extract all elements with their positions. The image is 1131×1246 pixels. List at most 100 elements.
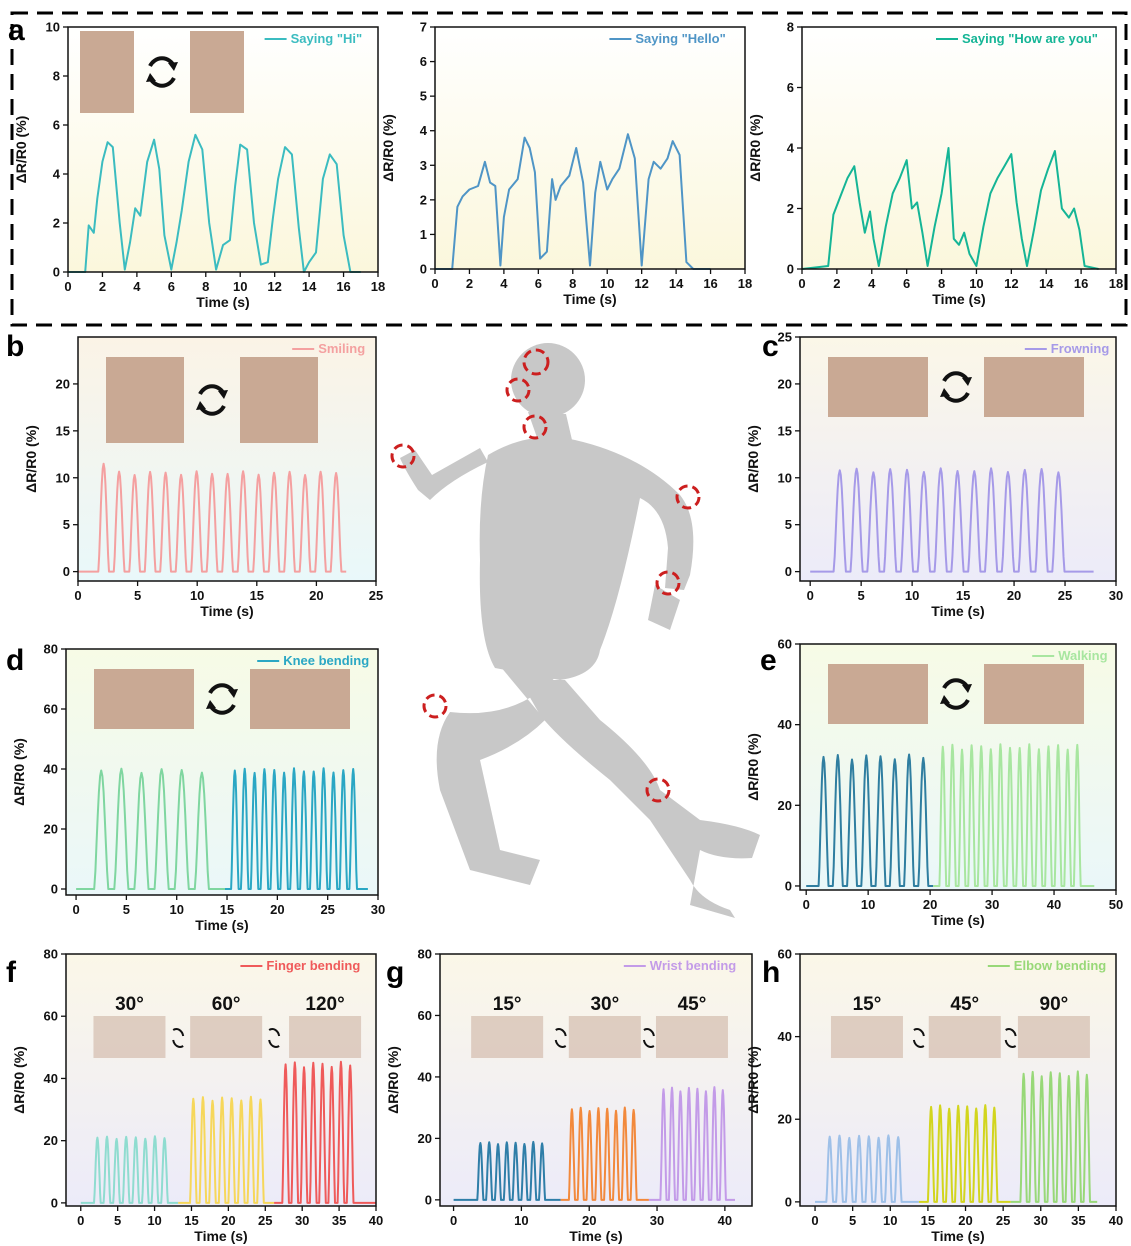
inset-photo xyxy=(289,1016,362,1058)
cycle-arrow-icon xyxy=(172,1028,185,1048)
x-tick-label: 30 xyxy=(650,1213,664,1228)
x-tick-label: 6 xyxy=(168,279,175,294)
y-axis-label: ΔR/R0 (%) xyxy=(13,116,29,184)
y-tick-label: 60 xyxy=(44,702,58,717)
y-tick-label: 20 xyxy=(778,376,792,391)
series-line-1 xyxy=(560,1106,649,1201)
y-tick-label: 6 xyxy=(787,80,794,95)
y-axis-label: ΔR/R0 (%) xyxy=(745,1046,761,1114)
cycle-arrow-icon xyxy=(1004,1028,1017,1048)
y-tick-label: 60 xyxy=(778,947,792,962)
angle-label: 30° xyxy=(590,994,619,1015)
marker-knee xyxy=(422,693,448,719)
y-tick-label: 4 xyxy=(420,123,428,138)
running-person-silhouette-icon xyxy=(400,343,760,918)
y-tick-label: 4 xyxy=(53,167,61,182)
panel-label-f: f xyxy=(6,956,17,989)
x-axis-label: Time (s) xyxy=(194,1228,247,1244)
y-tick-label: 0 xyxy=(51,882,58,897)
x-tick-label: 40 xyxy=(1109,1213,1123,1228)
axes-frame xyxy=(67,26,379,273)
marker-wrist xyxy=(655,570,681,596)
y-tick-label: 7 xyxy=(420,20,427,35)
x-axis-label: Time (s) xyxy=(569,1228,622,1244)
x-tick-label: 20 xyxy=(221,1213,235,1228)
y-axis-label: ΔR/R0 (%) xyxy=(23,425,39,493)
series-line-0 xyxy=(801,147,1099,270)
y-tick-label: 5 xyxy=(420,89,427,104)
inset-photo-after xyxy=(984,357,1084,417)
y-tick-label: 0 xyxy=(51,1195,58,1210)
cycle-arrow-icon xyxy=(554,1028,567,1048)
y-tick-label: 3 xyxy=(420,158,427,173)
inset-photo-before xyxy=(828,664,928,724)
x-tick-label: 0 xyxy=(803,897,810,912)
y-tick-label: 0 xyxy=(53,265,60,280)
y-tick-label: 10 xyxy=(46,20,60,35)
panel-label-e: e xyxy=(760,644,777,677)
panel-label-b: b xyxy=(6,330,24,363)
plot-area xyxy=(435,27,745,269)
chart-h: 0 5 10 15 20 25 30 35 40 0 20 40 60 Time (s) ΔR/R0 (%)… xyxy=(745,947,1123,1245)
y-tick-label: 20 xyxy=(44,822,58,837)
inset-photo-before xyxy=(94,669,194,729)
series-line-1 xyxy=(178,1095,275,1204)
inset-photo-before xyxy=(106,357,184,443)
x-axis-label: Time (s) xyxy=(563,291,616,307)
y-axis-label: ΔR/R0 (%) xyxy=(385,1046,401,1114)
marker-finger xyxy=(390,443,416,469)
series-line-2 xyxy=(274,1060,376,1204)
axes-frame xyxy=(434,26,746,270)
x-tick-label: 2 xyxy=(466,276,473,291)
angle-label: 45° xyxy=(950,994,979,1015)
y-tick-label: 15 xyxy=(778,423,792,438)
panel-label-g: g xyxy=(386,956,404,989)
y-tick-label: 80 xyxy=(44,642,58,657)
x-tick-label: 10 xyxy=(147,1213,161,1228)
x-tick-label: 15 xyxy=(184,1213,198,1228)
x-tick-label: 14 xyxy=(1039,276,1054,291)
legend-label: Knee bending xyxy=(283,653,369,668)
axes-frame xyxy=(799,953,1117,1207)
x-tick-label: 8 xyxy=(938,276,945,291)
legend-label: Saying "Hi" xyxy=(291,31,363,46)
inset-photo-after xyxy=(984,664,1084,724)
x-tick-label: 5 xyxy=(849,1213,856,1228)
sensor-location-markers xyxy=(390,348,701,803)
x-axis-label: Time (s) xyxy=(932,291,985,307)
x-tick-label: 30 xyxy=(371,902,385,917)
x-tick-label: 40 xyxy=(718,1213,732,1228)
inset-photo xyxy=(568,1016,641,1058)
inset-photo xyxy=(655,1016,728,1058)
y-tick-label: 40 xyxy=(44,1071,58,1086)
y-axis-label: ΔR/R0 (%) xyxy=(11,738,27,806)
legend-label: Wrist bending xyxy=(650,958,736,973)
panel-label-d: d xyxy=(6,644,24,677)
x-tick-label: 20 xyxy=(582,1213,596,1228)
x-tick-label: 25 xyxy=(1058,588,1072,603)
y-tick-label: 40 xyxy=(418,1069,432,1084)
x-tick-label: 2 xyxy=(99,279,106,294)
x-tick-label: 10 xyxy=(169,902,183,917)
y-tick-label: 20 xyxy=(44,1133,58,1148)
y-axis-label: ΔR/R0 (%) xyxy=(380,114,396,182)
y-tick-label: 40 xyxy=(44,762,58,777)
axes-frame xyxy=(799,336,1117,582)
x-tick-label: 50 xyxy=(1109,897,1123,912)
x-tick-label: 18 xyxy=(371,279,385,294)
y-tick-label: 0 xyxy=(425,1192,432,1207)
x-tick-label: 20 xyxy=(958,1213,972,1228)
y-tick-label: 80 xyxy=(418,947,432,962)
y-tick-label: 0 xyxy=(63,564,70,579)
series-line-0 xyxy=(76,767,225,890)
panel-label-a: a xyxy=(8,14,25,47)
legend-label: Frowning xyxy=(1051,341,1110,356)
x-axis-label: Time (s) xyxy=(931,1228,984,1244)
y-tick-label: 6 xyxy=(420,54,427,69)
y-tick-label: 60 xyxy=(418,1008,432,1023)
y-tick-label: 6 xyxy=(53,118,60,133)
cycle-arrow-icon xyxy=(146,56,178,88)
series-line-0 xyxy=(815,1134,919,1203)
y-axis-label: ΔR/R0 (%) xyxy=(747,114,763,182)
